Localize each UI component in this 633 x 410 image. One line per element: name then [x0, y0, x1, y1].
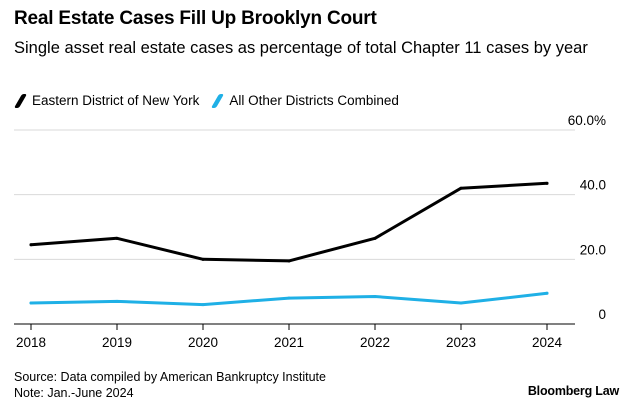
legend: Eastern District of New York All Other D… — [13, 93, 411, 108]
chart-subtitle: Single asset real estate cases as percen… — [14, 39, 588, 57]
y-tick-label: 20.0 — [580, 242, 606, 257]
x-tick-label: 2021 — [274, 335, 304, 350]
x-tick-label: 2020 — [188, 335, 218, 350]
source-note: Source: Data compiled by American Bankru… — [14, 369, 326, 401]
data-point — [459, 301, 463, 305]
chart-title: Real Estate Cases Fill Up Brooklyn Court — [14, 8, 377, 29]
data-point — [115, 299, 119, 303]
data-point — [29, 243, 33, 247]
legend-item-other-districts: All Other Districts Combined — [211, 93, 399, 108]
data-point — [115, 236, 119, 240]
x-tick-label: 2022 — [360, 335, 390, 350]
y-tick-label: 0 — [598, 307, 606, 322]
data-point — [545, 181, 549, 185]
x-tick-label: 2024 — [532, 335, 563, 350]
legend-item-eastern-district: Eastern District of New York — [13, 93, 200, 108]
x-tick-label: 2023 — [446, 335, 476, 350]
brand-logo: Bloomberg Law — [527, 384, 619, 398]
legend-label-other-districts: All Other Districts Combined — [229, 93, 399, 108]
x-tick-label: 2019 — [102, 335, 132, 350]
data-point — [545, 291, 549, 295]
y-tick-label: 60.0% — [568, 113, 606, 128]
data-point — [201, 257, 205, 261]
x-tick-label: 2018 — [16, 335, 46, 350]
data-point — [287, 259, 291, 263]
note-text: Note: Jan.-June 2024 — [14, 386, 134, 400]
data-point — [201, 303, 205, 307]
y-tick-label: 40.0 — [580, 178, 606, 193]
data-point — [373, 236, 377, 240]
data-point — [29, 301, 33, 305]
data-point — [373, 295, 377, 299]
legend-label-eastern-district: Eastern District of New York — [32, 93, 200, 108]
data-point — [459, 186, 463, 190]
source-text: Source: Data compiled by American Bankru… — [14, 370, 326, 384]
data-point — [287, 296, 291, 300]
